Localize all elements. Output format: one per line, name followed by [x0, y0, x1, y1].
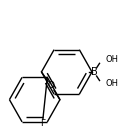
Text: OH: OH — [106, 79, 119, 88]
Text: F: F — [40, 119, 45, 128]
Text: B: B — [91, 67, 97, 77]
Text: OH: OH — [106, 55, 119, 64]
Text: O: O — [48, 81, 55, 90]
